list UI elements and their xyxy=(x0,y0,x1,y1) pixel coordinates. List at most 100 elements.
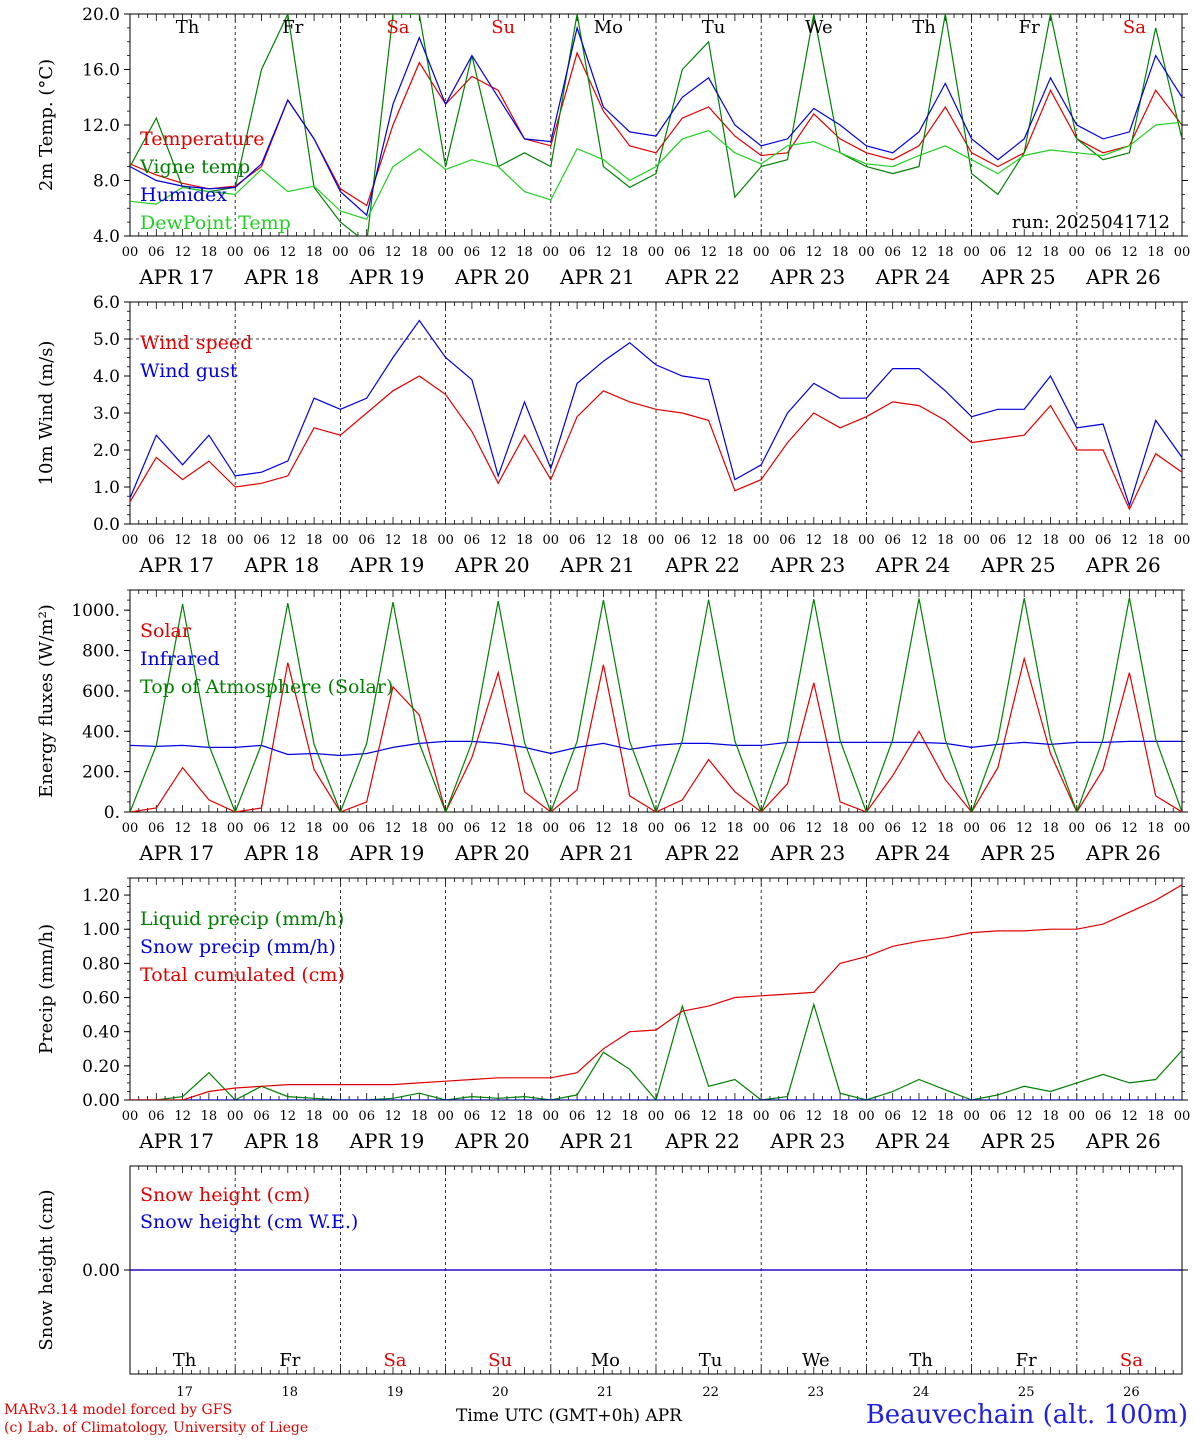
hour-tick-label: 12 xyxy=(1121,533,1138,548)
hour-tick-label: 06 xyxy=(990,533,1007,548)
series-line-infrared xyxy=(130,740,1182,757)
hour-tick-label: 06 xyxy=(1095,245,1112,260)
hour-tick-label: 00 xyxy=(1174,1109,1191,1124)
hour-tick-label: 06 xyxy=(464,533,481,548)
hour-tick-label: 18 xyxy=(832,1109,849,1124)
hour-tick-label: 00 xyxy=(122,245,139,260)
date-label: APR 19 xyxy=(349,265,425,289)
hour-tick-label: 18 xyxy=(937,533,954,548)
legend-entry: Top of Atmosphere (Solar) xyxy=(140,676,393,698)
hour-tick-label: 12 xyxy=(595,821,612,836)
y-tick-label: 12.0 xyxy=(82,116,120,136)
hour-tick-label: 00 xyxy=(963,1109,980,1124)
hour-tick-label: 06 xyxy=(990,821,1007,836)
date-label: APR 19 xyxy=(349,553,425,577)
day-number-label: 25 xyxy=(1018,1385,1035,1400)
hour-tick-label: 18 xyxy=(201,1109,218,1124)
date-label: APR 22 xyxy=(664,553,740,577)
hour-tick-label: 06 xyxy=(464,245,481,260)
hour-tick-label: 18 xyxy=(306,1109,323,1124)
y-tick-label: 0. xyxy=(104,803,120,823)
hour-tick-label: 12 xyxy=(911,1109,928,1124)
hour-tick-label: 00 xyxy=(332,1109,349,1124)
hour-tick-label: 18 xyxy=(1042,245,1059,260)
y-tick-label: 0.00 xyxy=(82,1261,120,1281)
series-line-wind-speed xyxy=(130,375,1182,511)
hour-tick-label: 18 xyxy=(1147,1109,1164,1124)
hour-tick-label: 00 xyxy=(858,245,875,260)
legend-entry: Snow precip (mm/h) xyxy=(140,936,336,958)
date-label: APR 24 xyxy=(875,841,951,865)
hour-tick-label: 00 xyxy=(1069,1109,1086,1124)
date-label: APR 21 xyxy=(559,265,635,289)
hour-tick-label: 00 xyxy=(332,245,349,260)
y-tick-label: 0.00 xyxy=(82,1091,120,1111)
hour-tick-label: 12 xyxy=(700,245,717,260)
series-line-dewpoint-temp xyxy=(130,121,1182,221)
hour-tick-label: 00 xyxy=(753,1109,770,1124)
hour-tick-label: 18 xyxy=(1147,245,1164,260)
series-line-liquid-precip-mm-h- xyxy=(130,1002,1182,1100)
y-tick-label: 0.60 xyxy=(82,989,120,1009)
hour-tick-label: 06 xyxy=(148,533,165,548)
date-label: APR 18 xyxy=(243,265,319,289)
legend-entry: Humidex xyxy=(140,184,227,206)
hour-tick-label: 12 xyxy=(490,533,507,548)
y-tick-label: 16.0 xyxy=(82,61,120,81)
y-tick-label: 5.0 xyxy=(93,330,120,350)
hour-tick-label: 06 xyxy=(779,1109,796,1124)
hour-tick-label: 00 xyxy=(437,245,454,260)
hour-tick-label: 00 xyxy=(648,533,665,548)
hour-tick-label: 06 xyxy=(674,821,691,836)
model-credit: MARv3.14 model forced by GFS xyxy=(4,1402,233,1418)
hour-tick-label: 12 xyxy=(806,1109,823,1124)
legend-entry: Solar xyxy=(140,620,192,642)
hour-tick-label: 12 xyxy=(806,821,823,836)
series-line-solar xyxy=(130,656,1182,812)
hour-tick-label: 00 xyxy=(437,821,454,836)
legend-entry: Total cumulated (cm) xyxy=(140,964,345,986)
day-number-label: 17 xyxy=(176,1385,193,1400)
weekday-label: Sa xyxy=(1120,1350,1143,1371)
lab-credit: (c) Lab. of Climatology, University of L… xyxy=(4,1420,309,1436)
hour-tick-label: 06 xyxy=(990,245,1007,260)
hour-tick-label: 06 xyxy=(148,1109,165,1124)
y-tick-label: 2.0 xyxy=(93,441,120,461)
hour-tick-label: 12 xyxy=(595,533,612,548)
hour-tick-label: 00 xyxy=(332,821,349,836)
hour-tick-label: 18 xyxy=(1147,821,1164,836)
y-tick-label: 1000. xyxy=(71,601,120,621)
hour-tick-label: 12 xyxy=(280,1109,297,1124)
weekday-label: Su xyxy=(488,1350,512,1371)
y-tick-label: 8.0 xyxy=(93,172,120,192)
day-number-label: 24 xyxy=(913,1385,930,1400)
hour-tick-label: 12 xyxy=(1121,821,1138,836)
day-number-label: 19 xyxy=(387,1385,404,1400)
legend-entry: DewPoint Temp xyxy=(140,212,291,234)
legend-entry: Wind gust xyxy=(140,360,238,382)
hour-tick-label: 18 xyxy=(1042,1109,1059,1124)
y-tick-label: 6.0 xyxy=(93,293,120,313)
hour-tick-label: 18 xyxy=(201,821,218,836)
hour-tick-label: 12 xyxy=(700,821,717,836)
date-label: APR 26 xyxy=(1085,1129,1161,1153)
hour-tick-label: 12 xyxy=(911,821,928,836)
weekday-label: Th xyxy=(909,1350,933,1371)
hour-tick-label: 06 xyxy=(358,821,375,836)
hour-tick-label: 06 xyxy=(884,533,901,548)
day-number-label: 26 xyxy=(1123,1385,1140,1400)
hour-tick-label: 00 xyxy=(227,533,244,548)
date-label: APR 23 xyxy=(769,553,845,577)
legend-entry: Temperature xyxy=(140,128,264,150)
y-tick-label: 20.0 xyxy=(82,5,120,25)
legend-entry: Vigne temp xyxy=(139,156,250,178)
hour-tick-label: 12 xyxy=(385,821,402,836)
weekday-label: Sa xyxy=(383,1350,406,1371)
y-axis-label: 10m Wind (m/s) xyxy=(36,341,57,486)
weekday-label: We xyxy=(805,17,833,38)
weekday-label: Tu xyxy=(702,17,726,38)
weekday-label: Mo xyxy=(594,17,623,38)
hour-tick-label: 18 xyxy=(516,245,533,260)
hour-tick-label: 06 xyxy=(674,533,691,548)
hour-tick-label: 18 xyxy=(306,245,323,260)
